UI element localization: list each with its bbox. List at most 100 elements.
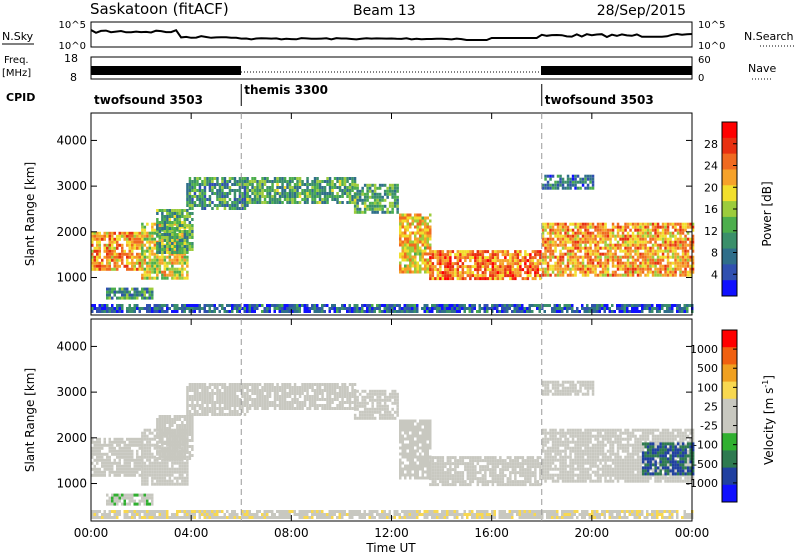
heatmap-cell — [116, 499, 119, 503]
heatmap-cell — [574, 183, 577, 187]
heatmap-cell — [561, 240, 565, 244]
heatmap-cell — [153, 270, 157, 274]
heatmap-cell — [504, 265, 507, 269]
heatmap-cell — [148, 290, 151, 294]
heatmap-cell — [391, 195, 394, 199]
heatmap-cell — [121, 231, 124, 235]
heatmap-cell — [439, 262, 442, 266]
heatmap-cell — [321, 307, 324, 310]
heatmap-cell — [296, 389, 299, 392]
heatmap-cell — [646, 304, 649, 307]
heatmap-cell — [128, 455, 131, 459]
heatmap-cell — [148, 458, 152, 462]
heatmap-cell — [401, 243, 404, 247]
heatmap-cell — [611, 255, 615, 259]
heatmap-cell — [203, 395, 207, 398]
heatmap-cell — [499, 274, 502, 278]
heatmap-cell — [126, 473, 129, 477]
heatmap-cell — [431, 253, 435, 257]
heatmap-cell — [611, 258, 615, 262]
heatmap-cell — [191, 307, 194, 310]
heatmap-cell — [186, 258, 189, 262]
heatmap-cell — [91, 304, 94, 307]
heatmap-cell — [253, 189, 257, 192]
heatmap-cell — [629, 273, 632, 277]
heatmap-cell — [168, 255, 172, 259]
heatmap-cell — [93, 443, 96, 447]
heatmap-cell — [243, 307, 246, 310]
heatmap-cell — [91, 237, 94, 241]
heatmap-cell — [188, 192, 192, 195]
heatmap-cell — [111, 249, 114, 253]
heatmap-cell — [594, 267, 597, 271]
heatmap-cell — [646, 249, 650, 253]
y-tick-label: 4000 — [56, 133, 87, 147]
heatmap-cell — [316, 407, 319, 410]
heatmap-cell — [624, 252, 627, 256]
heatmap-cell — [168, 418, 172, 421]
heatmap-cell — [549, 273, 552, 277]
heatmap-cell — [173, 251, 177, 254]
heatmap-cell — [666, 222, 670, 226]
heatmap-cell — [316, 404, 319, 407]
heatmap-cell — [146, 496, 149, 500]
heatmap-cell — [656, 234, 660, 238]
heatmap-cell — [516, 271, 520, 275]
heatmap-cell — [133, 502, 136, 506]
heatmap-cell — [236, 180, 239, 183]
heatmap-cell — [163, 482, 167, 486]
heatmap-cell — [566, 252, 570, 256]
heatmap-cell — [98, 240, 101, 244]
heatmap-cell — [181, 464, 184, 468]
heatmap-cell — [178, 424, 182, 427]
heatmap-cell — [188, 195, 192, 198]
heatmap-cell — [128, 467, 131, 471]
heatmap-cell — [156, 457, 159, 460]
heatmap-cell — [108, 255, 111, 259]
freq-trace-twofsound-2 — [541, 66, 692, 75]
heatmap-cell — [621, 225, 625, 229]
heatmap-cell — [296, 310, 299, 313]
heatmap-cell — [641, 310, 644, 313]
heatmap-cell — [178, 415, 182, 418]
heatmap-cell — [559, 252, 562, 256]
heatmap-cell — [573, 310, 576, 313]
heatmap-cell — [173, 255, 177, 259]
heatmap-cell — [263, 386, 267, 389]
heatmap-cell — [203, 392, 207, 395]
heatmap-cell — [681, 243, 685, 247]
heatmap-cell — [613, 310, 616, 313]
heatmap-cell — [163, 273, 167, 277]
heatmap-cell — [293, 186, 297, 189]
heatmap-cell — [504, 271, 507, 275]
heatmap-cell — [138, 240, 141, 244]
heatmap-cell — [201, 198, 204, 201]
heatmap-cell — [306, 307, 309, 310]
heatmap-cell — [123, 249, 126, 253]
heatmap-cell — [569, 234, 572, 238]
heatmap-cell — [489, 274, 492, 278]
heatmap-cell — [516, 304, 519, 307]
colorbar-swatch — [722, 232, 737, 250]
heatmap-cell — [116, 470, 119, 474]
heatmap-cell — [496, 277, 500, 281]
heatmap-cell — [651, 258, 655, 262]
heatmap-cell — [348, 307, 351, 310]
heatmap-cell — [288, 198, 292, 201]
heatmap-cell — [461, 250, 465, 254]
heatmap-cell — [186, 198, 189, 201]
heatmap-cell — [426, 261, 429, 265]
heatmap-cell — [496, 259, 500, 263]
heatmap-cell — [581, 177, 585, 181]
heatmap-cell — [278, 177, 282, 180]
heatmap-cell — [579, 267, 582, 271]
heatmap-cell — [596, 273, 600, 277]
heatmap-cell — [223, 204, 227, 207]
heatmap-cell — [429, 246, 432, 250]
heatmap-cell — [276, 198, 279, 201]
heatmap-cell — [188, 421, 192, 424]
heatmap-cell — [236, 310, 239, 313]
heatmap-cell — [556, 307, 559, 310]
heatmap-cell — [539, 259, 542, 263]
heatmap-cell — [414, 258, 417, 262]
